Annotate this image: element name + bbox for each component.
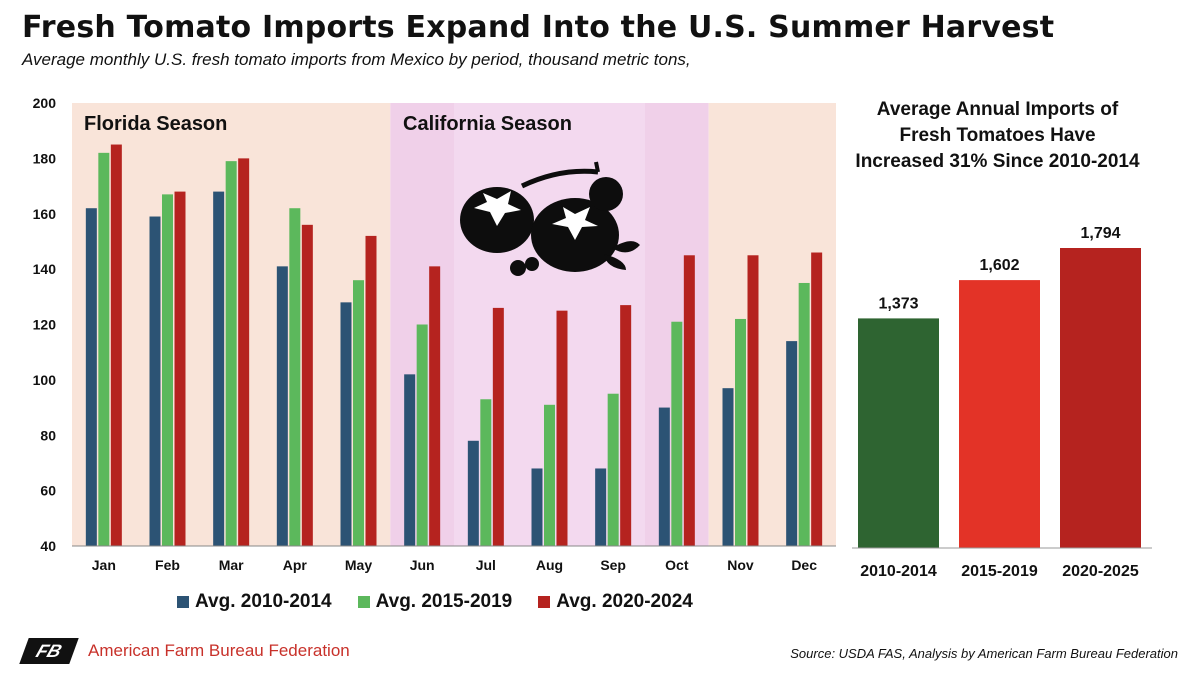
footer-logo: FB American Farm Bureau Federation	[19, 638, 350, 664]
bar-feb-series-1	[149, 216, 161, 547]
monthly-imports-chart: 40 60 80 100 120 140 160 180 200 Jan Feb Mar Apr May…	[33, 95, 836, 573]
bar-jul-series-1	[467, 440, 479, 546]
legend-label-2020-2024: Avg. 2020-2024	[556, 591, 693, 612]
x-tick-label: Dec	[791, 557, 817, 573]
x-tick-label: Mar	[219, 557, 244, 573]
side-chart-title: Average Annual Imports of Fresh Tomatoes…	[855, 99, 1140, 172]
annual-value-label: 1,602	[979, 257, 1019, 274]
bar-sep-series-3	[620, 305, 632, 546]
y-tick-label: 120	[33, 317, 57, 333]
x-tick-label: Feb	[155, 557, 180, 573]
legend-swatch-2015-2019	[357, 596, 370, 608]
bar-jan-series-3	[110, 144, 122, 546]
y-tick-label: 80	[40, 427, 56, 443]
bar-may-series-2	[353, 280, 364, 546]
annual-category-label: 2015-2019	[961, 563, 1038, 580]
legend-item-2020-2024: Avg. 2020-2024	[538, 591, 693, 613]
legend-label-2010-2014: Avg. 2010-2014	[195, 591, 332, 612]
bar-jun-series-1	[404, 374, 416, 546]
bar-may-series-1	[340, 302, 352, 546]
bar-sep-series-2	[607, 393, 619, 546]
x-tick-label: Aug	[536, 557, 563, 573]
bar-apr-series-1	[276, 266, 288, 546]
annual-category-label: 2010-2014	[860, 563, 937, 580]
chart-subtitle: Average monthly U.S. fresh tomato import…	[22, 50, 691, 69]
x-tick-label: Sep	[600, 557, 626, 573]
y-tick-label: 200	[33, 95, 57, 111]
legend-swatch-2010-2014	[177, 596, 189, 608]
y-tick-label: 180	[33, 150, 57, 166]
y-tick-label: 100	[33, 372, 57, 388]
bar-dec-series-3	[811, 252, 823, 546]
annual-imports-chart: 1,373 2010-2014 1,602 2015-2019 1,794 2020-20…	[852, 225, 1152, 580]
legend-label-2015-2019: Avg. 2015-2019	[375, 591, 513, 612]
y-tick-label: 140	[33, 261, 57, 277]
legend-swatch-2020-2024	[538, 596, 551, 608]
source-note: Source: USDA FAS, Analysis by American F…	[790, 646, 1178, 661]
bar-jun-series-3	[429, 266, 441, 546]
bar-dec-series-1	[786, 341, 798, 546]
afbf-logo-icon: FB	[19, 638, 79, 664]
bar-jul-series-3	[492, 307, 504, 546]
florida-season-label: Florida Season	[84, 113, 227, 135]
bar-apr-series-2	[289, 208, 301, 546]
bar-may-series-3	[365, 235, 377, 546]
bar-nov-series-2	[735, 318, 746, 546]
bar-oct-series-1	[658, 407, 670, 546]
y-tick-label: 160	[33, 206, 57, 222]
x-tick-label: Apr	[283, 557, 308, 573]
legend-item-2015-2019: Avg. 2015-2019	[357, 591, 513, 613]
bar-sep-series-1	[595, 468, 607, 546]
bar-jan-series-2	[98, 152, 110, 546]
annual-bar-2020-2025	[1060, 248, 1141, 548]
x-tick-label: Jun	[410, 557, 435, 573]
bar-oct-series-3	[683, 255, 695, 546]
y-tick-label: 60	[40, 483, 56, 499]
bar-feb-series-3	[174, 191, 186, 546]
x-tick-label: May	[345, 557, 372, 573]
bar-aug-series-1	[531, 468, 543, 546]
annual-category-label: 2020-2025	[1062, 563, 1139, 580]
bar-jun-series-2	[416, 324, 428, 546]
x-tick-label: Nov	[727, 557, 754, 573]
bar-nov-series-1	[722, 388, 734, 546]
org-name: American Farm Bureau Federation	[88, 641, 350, 660]
x-tick-label: Jul	[476, 557, 496, 573]
bar-aug-series-3	[556, 310, 568, 546]
x-tick-label: Oct	[665, 557, 689, 573]
california-season-label: California Season	[403, 113, 572, 135]
bar-mar-series-2	[225, 161, 237, 547]
annual-value-label: 1,794	[1080, 225, 1120, 242]
y-tick-label: 40	[40, 538, 56, 554]
bar-jul-series-2	[480, 399, 492, 546]
annual-value-label: 1,373	[878, 295, 918, 312]
bar-aug-series-2	[544, 404, 555, 546]
bar-mar-series-3	[238, 158, 250, 546]
bar-feb-series-2	[162, 194, 173, 546]
bar-mar-series-1	[213, 191, 225, 546]
bar-nov-series-3	[747, 255, 759, 546]
bar-oct-series-2	[671, 321, 683, 546]
bar-dec-series-2	[798, 282, 810, 546]
logo-text: FB	[33, 640, 65, 661]
tomato-icon	[460, 161, 640, 276]
legend-item-2010-2014: Avg. 2010-2014	[177, 591, 332, 613]
legend: Avg. 2010-2014 Avg. 2015-2019 Avg. 2020-…	[177, 591, 693, 613]
x-tick-label: Jan	[92, 557, 116, 573]
chart-title: Fresh Tomato Imports Expand Into the U.S…	[22, 10, 1055, 45]
annual-bar-2015-2019	[959, 280, 1040, 548]
bar-jan-series-1	[85, 208, 97, 546]
bar-apr-series-3	[301, 224, 313, 546]
annual-bar-2010-2014	[858, 318, 939, 548]
